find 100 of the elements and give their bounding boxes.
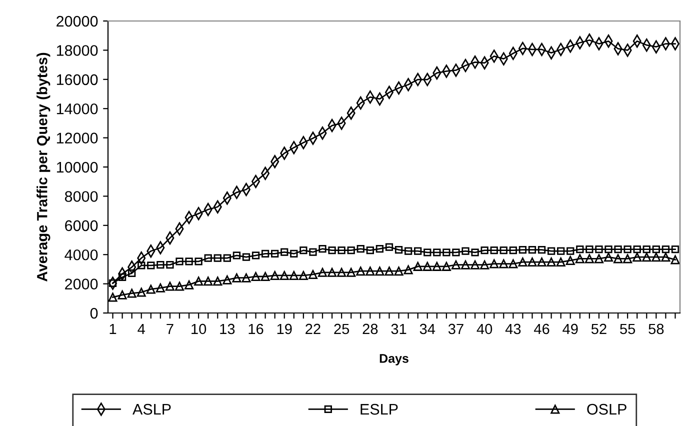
point: [194, 258, 202, 266]
point: [557, 247, 565, 255]
point: [242, 273, 251, 282]
point: [308, 270, 318, 279]
point: [290, 250, 298, 258]
point: [138, 262, 146, 270]
y-tick-label: 12000: [56, 132, 98, 144]
x-tick-label: 1: [110, 324, 116, 334]
point: [556, 258, 566, 267]
point: [518, 246, 527, 254]
point: [670, 255, 680, 264]
point: [338, 246, 346, 254]
y-tick-label: 10000: [56, 162, 98, 173]
point: [347, 246, 355, 254]
point: [213, 276, 222, 286]
point: [156, 261, 164, 269]
x-tick-label: 28: [362, 324, 378, 334]
point: [404, 247, 412, 255]
x-tick-label: 16: [248, 324, 264, 334]
point: [642, 246, 650, 254]
point: [614, 246, 622, 254]
point: [652, 246, 660, 254]
x-tick-label: 40: [476, 324, 492, 334]
y-tick-label: 16000: [56, 74, 98, 86]
point: [604, 252, 614, 262]
point: [624, 246, 632, 254]
point: [280, 248, 288, 256]
point: [261, 250, 270, 258]
x-tick-label: 46: [534, 324, 550, 334]
point: [271, 250, 279, 258]
point: [394, 266, 404, 276]
point: [671, 246, 680, 254]
legend-label: ASLP: [132, 404, 171, 415]
point: [328, 268, 337, 277]
point: [508, 259, 518, 268]
point: [414, 247, 422, 255]
y-axis-title: Average Traffic per Query (bytes): [36, 52, 50, 282]
point: [136, 288, 146, 297]
point: [232, 273, 242, 282]
x-tick-label: 55: [620, 324, 636, 334]
point: [576, 246, 584, 254]
x-tick-label: 49: [562, 324, 578, 334]
point: [614, 254, 623, 264]
point: [242, 253, 250, 261]
x-tick-label: 25: [334, 324, 350, 334]
point: [471, 248, 479, 256]
x-axis-title: Days: [380, 354, 408, 366]
point: [318, 268, 328, 277]
point: [260, 272, 270, 282]
point: [375, 266, 384, 276]
x-tick-label: 4: [138, 324, 145, 334]
y-tick-label: 0: [90, 308, 98, 319]
y-tick-label: 2000: [65, 278, 98, 290]
point: [108, 292, 118, 302]
point: [366, 266, 375, 276]
x-tick-label: 37: [448, 324, 464, 334]
point: [385, 243, 394, 251]
point: [252, 252, 260, 260]
point: [632, 252, 642, 262]
point: [575, 254, 584, 264]
point: [460, 260, 470, 270]
point: [422, 262, 432, 271]
point: [546, 258, 556, 267]
point: [528, 258, 537, 267]
point: [451, 260, 460, 270]
point: [538, 246, 546, 254]
y-tick-label: 18000: [56, 45, 98, 56]
point: [595, 246, 603, 254]
x-tick-label: 22: [306, 324, 320, 334]
point: [384, 266, 394, 276]
point: [166, 261, 174, 269]
point: [194, 276, 204, 286]
point: [309, 248, 317, 256]
x-tick-label: 7: [166, 324, 174, 334]
point: [424, 248, 432, 256]
point: [146, 284, 156, 294]
point: [300, 246, 308, 254]
x-tick-label: 10: [192, 324, 206, 334]
point: [490, 246, 498, 254]
point: [432, 262, 442, 271]
point: [376, 244, 384, 253]
x-tick-label: 58: [648, 324, 664, 334]
point: [356, 266, 366, 276]
y-tick-label: 4000: [64, 249, 98, 260]
point: [156, 283, 165, 292]
point: [452, 248, 460, 256]
point: [204, 254, 212, 262]
point: [328, 246, 336, 254]
point: [442, 262, 451, 271]
point: [185, 258, 193, 266]
x-tick-label: 43: [505, 324, 521, 334]
point: [346, 268, 356, 277]
point: [470, 260, 480, 270]
point: [289, 270, 298, 280]
point: [661, 252, 670, 262]
x-tick-label: 19: [277, 324, 292, 334]
point: [404, 265, 413, 274]
point: [366, 246, 374, 254]
point: [232, 252, 241, 260]
point: [652, 252, 661, 262]
